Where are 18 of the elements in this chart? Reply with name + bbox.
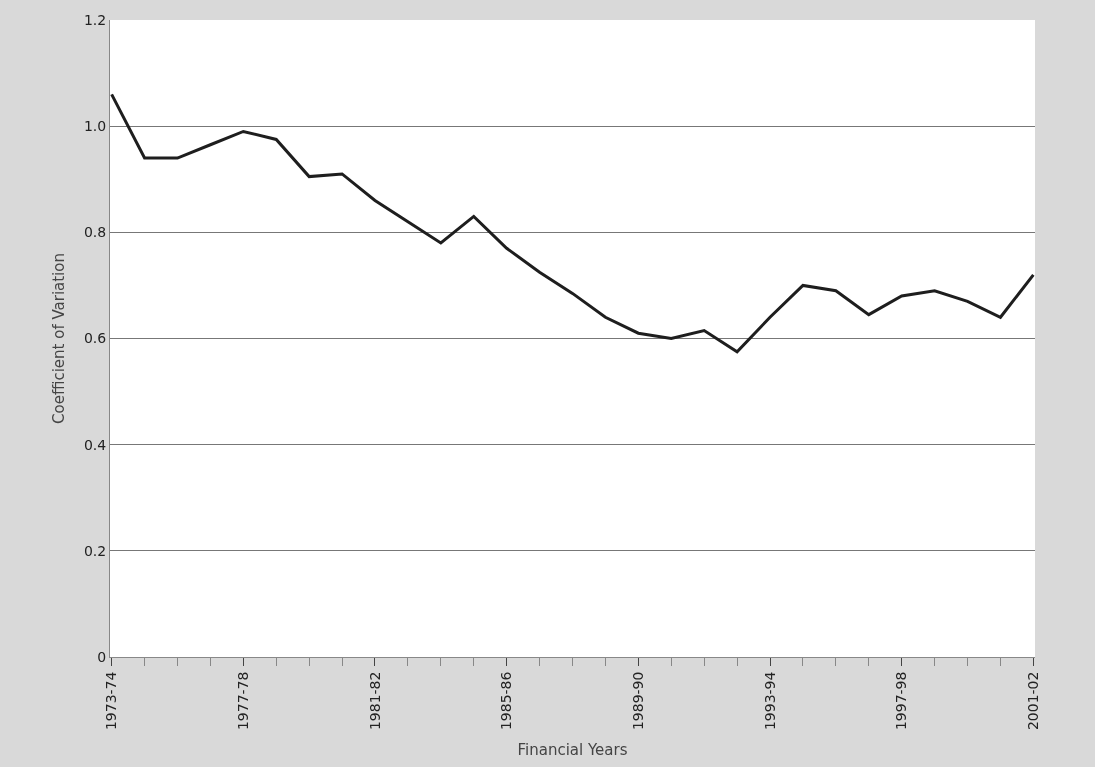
y-tick-label: 0.8 (83, 224, 107, 241)
x-tick-label: 1977-78 (234, 671, 251, 731)
x-tick-label: 1993-94 (761, 671, 778, 731)
x-tick-label: 1985-86 (498, 671, 515, 731)
y-axis-title: Coefficient of Variation (50, 253, 69, 424)
x-tick-label: 1973-74 (103, 671, 120, 731)
y-tick-label: 1.0 (83, 118, 107, 135)
x-tick-label: 1997-98 (893, 671, 910, 731)
x-axis-title: Financial Years (517, 741, 628, 760)
line-series (110, 92, 1035, 354)
x-tick-label: 2001-02 (1024, 671, 1041, 731)
x-tick-label: 1989-90 (629, 671, 646, 731)
y-tick-label: 0.6 (83, 330, 107, 347)
y-tick-label: 0.2 (83, 542, 107, 559)
y-tick-label: 1.2 (83, 11, 107, 28)
x-tick-label: 1981-82 (366, 671, 383, 731)
y-tick-label: 0 (97, 648, 107, 665)
y-tick-label: 0.4 (83, 436, 107, 453)
